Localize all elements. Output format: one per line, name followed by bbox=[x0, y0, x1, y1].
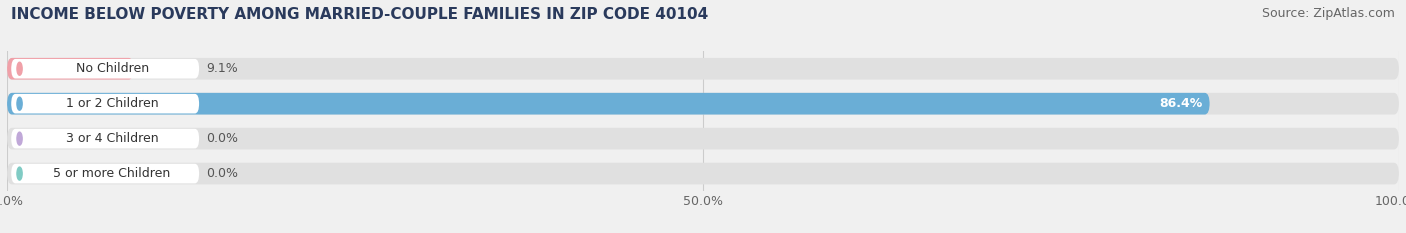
Text: 0.0%: 0.0% bbox=[207, 167, 238, 180]
Text: 1 or 2 Children: 1 or 2 Children bbox=[66, 97, 159, 110]
Circle shape bbox=[17, 132, 22, 145]
Circle shape bbox=[17, 167, 22, 180]
Text: 86.4%: 86.4% bbox=[1160, 97, 1202, 110]
Circle shape bbox=[17, 62, 22, 75]
Text: Source: ZipAtlas.com: Source: ZipAtlas.com bbox=[1261, 7, 1395, 20]
FancyBboxPatch shape bbox=[7, 128, 1399, 150]
Text: 5 or more Children: 5 or more Children bbox=[53, 167, 170, 180]
Text: 0.0%: 0.0% bbox=[207, 132, 238, 145]
FancyBboxPatch shape bbox=[11, 129, 200, 148]
Text: No Children: No Children bbox=[76, 62, 149, 75]
FancyBboxPatch shape bbox=[7, 93, 1209, 115]
Text: 9.1%: 9.1% bbox=[207, 62, 238, 75]
FancyBboxPatch shape bbox=[7, 58, 134, 80]
FancyBboxPatch shape bbox=[7, 163, 1399, 185]
FancyBboxPatch shape bbox=[11, 164, 200, 183]
Text: 3 or 4 Children: 3 or 4 Children bbox=[66, 132, 159, 145]
FancyBboxPatch shape bbox=[7, 93, 1399, 115]
Text: INCOME BELOW POVERTY AMONG MARRIED-COUPLE FAMILIES IN ZIP CODE 40104: INCOME BELOW POVERTY AMONG MARRIED-COUPL… bbox=[11, 7, 709, 22]
FancyBboxPatch shape bbox=[7, 58, 1399, 80]
FancyBboxPatch shape bbox=[11, 59, 200, 79]
Circle shape bbox=[17, 97, 22, 110]
FancyBboxPatch shape bbox=[11, 94, 200, 113]
